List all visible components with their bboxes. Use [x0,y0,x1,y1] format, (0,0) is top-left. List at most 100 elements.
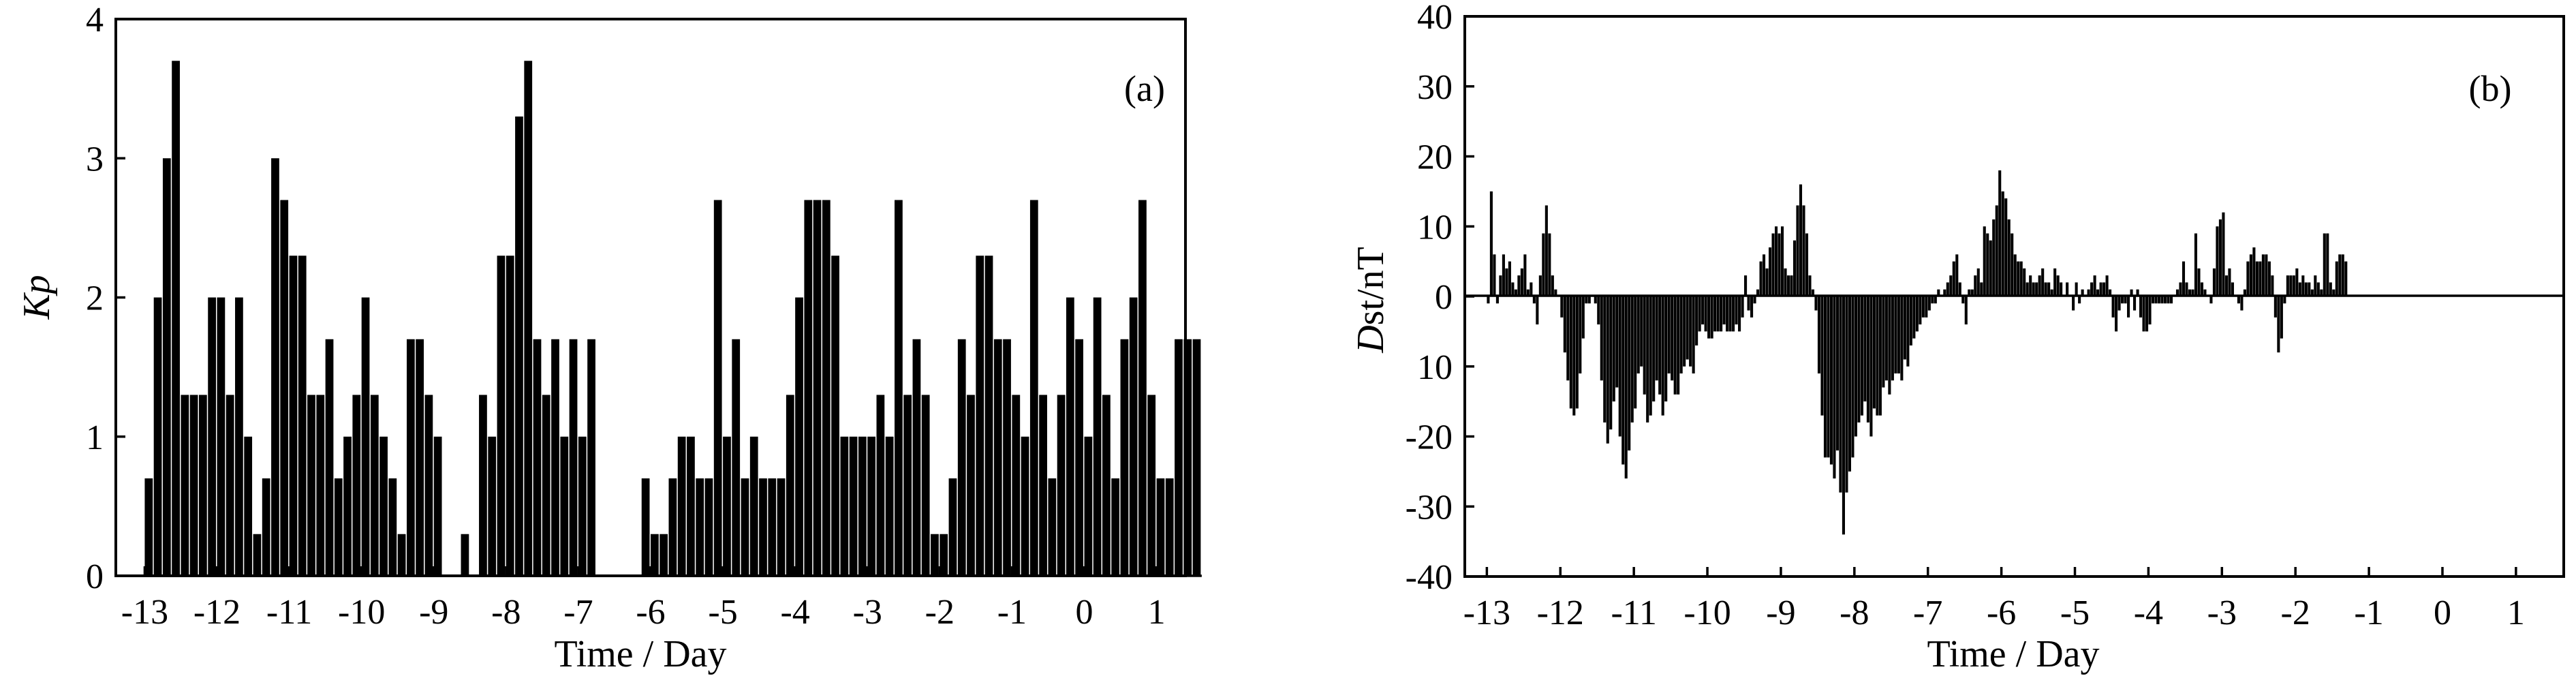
dst-chart-panel: -13 -12 -11 -10 -9 -8 -7 -6 -5 -4 -3 -2 -1 0 1 -40-30-… [1350,0,2565,675]
dst-bar [2277,296,2280,353]
dst-bar [2087,289,2090,296]
kp-bar [578,436,587,576]
dst-bar [1615,296,1619,388]
dst-bar [2050,289,2053,296]
dst-bar [2136,289,2139,296]
dst-bar [2099,282,2102,296]
dst-bar [1983,226,1986,296]
dst-bar [2329,282,2332,296]
kp-bar [388,478,397,576]
dst-bar [1606,296,1609,444]
kp-bar [903,395,912,576]
dst-bar [1646,296,1649,422]
kp-bar [1057,395,1066,576]
dst-bar [1548,233,1551,296]
dst-bar [1839,296,1842,493]
dst-x-tick-label: -10 [1683,594,1731,632]
dst-x-tick-label: -1 [2354,594,2383,632]
kp-bar [786,395,794,576]
dst-bar [1863,296,1867,402]
kp-bar [1192,339,1201,576]
dst-bar [1511,282,1515,296]
dst-bar [1517,275,1521,296]
dst-bar [1530,282,1533,296]
kp-bar [822,200,831,576]
kp-x-tick-label: -7 [563,593,593,632]
kp-bar [749,436,758,576]
dst-bar [2212,268,2216,296]
dst-bar [1560,296,1564,318]
dst-bar [2222,212,2225,296]
dst-x-tick-label: 0 [2434,594,2451,632]
dst-bar [1523,254,1527,296]
dst-bar [1949,275,1953,296]
dst-bar [1698,296,1701,332]
dst-x-tick-label: -8 [1840,594,1869,632]
dst-bar [1545,205,1548,296]
kp-bar [181,395,189,576]
kp-bar [696,478,704,576]
dst-bar [1563,296,1566,353]
dst-bar [1520,268,1523,296]
dst-bar [1992,219,1996,296]
dst-bar [2130,289,2133,296]
dst-bar [1998,170,2002,296]
dst-bar [1655,296,1658,381]
kp-bar [831,256,839,576]
kp-bar [921,395,930,576]
kp-y-tick-label: 1 [86,418,104,457]
dst-bar [1778,233,1781,296]
dst-bar [1720,296,1723,332]
kp-bar [189,395,198,576]
kp-bar [1102,395,1111,576]
kp-bar [804,200,813,576]
kp-y-tick-label: 4 [86,1,104,40]
dst-bar [2292,275,2295,296]
dst-bar [1514,289,1517,296]
kp-bar [307,395,315,576]
dst-bar [1581,296,1585,339]
dst-bars [1487,170,2348,535]
dst-bar [1796,205,1799,296]
dst-bar [1888,296,1891,395]
kp-bar [533,339,542,576]
kp-bar [406,339,415,576]
kp-bar [280,200,289,576]
dst-bar [1986,233,1989,296]
dst-bar [1869,296,1873,437]
kp-bar [1111,478,1120,576]
dst-bar [2344,261,2348,297]
dst-bar [1976,268,1980,296]
dst-bar [1756,289,1760,296]
dst-bar [1493,254,1496,296]
kp-bar [858,436,867,576]
dst-bar [1489,191,1493,297]
dst-bar [1835,296,1839,451]
dst-bar [1710,296,1713,339]
dst-bar [1744,275,1748,296]
dst-bar [1640,296,1643,367]
kp-bar [1138,200,1147,576]
dst-bar [1876,296,1879,416]
dst-bar [2316,282,2320,296]
kp-bar [984,256,993,576]
dst-bar [1538,275,1542,296]
kp-bar [1175,339,1183,576]
dst-bar [1866,296,1869,422]
dst-bar [1689,296,1692,367]
kp-bar [876,395,885,576]
dst-bar [2115,296,2118,332]
dst-bar [2335,261,2338,297]
kp-bar [488,436,497,576]
dst-bar [1955,254,1959,296]
dst-bar [2053,268,2057,296]
dst-bar [2310,289,2314,296]
dst-x-tick-label: -5 [2060,594,2090,632]
dst-x-ticks: -13 -12 -11 -10 -9 -8 -7 -6 -5 -4 -3 -2 -1 0 1 [1463,567,2525,632]
dst-bar [1884,296,1888,381]
dst-bar [2105,275,2109,296]
dst-bar [1726,296,1729,332]
kp-bar [849,436,858,576]
kp-x-tick-label: -2 [925,593,955,632]
kp-bar [704,478,713,576]
